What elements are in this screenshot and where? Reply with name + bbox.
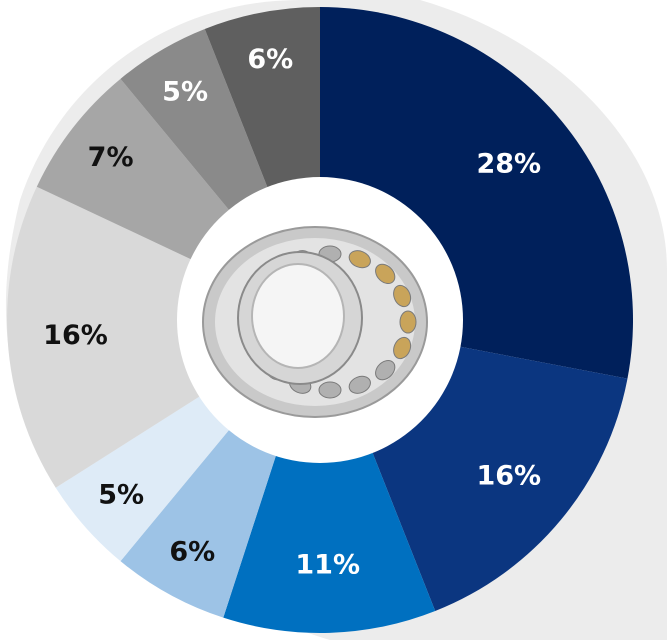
bearing-roller — [318, 381, 342, 399]
pie-labels: 28% 16% 11% 6% 5% 16% 7% 5% 6% — [43, 44, 541, 580]
bearing-roller — [375, 263, 396, 285]
bearing-bore — [251, 263, 345, 369]
pie-slice-label-1: 28% — [476, 148, 541, 179]
bearing-roller — [375, 359, 396, 381]
bearing-roller — [393, 336, 412, 360]
bearing-roller — [348, 375, 371, 394]
bearing-image — [177, 177, 463, 463]
pie-slice-6 — [7, 186, 320, 488]
pie-slice-label-5: 5% — [98, 480, 144, 511]
pie-slice-label-2: 16% — [476, 461, 541, 492]
bearing-roller — [399, 310, 417, 334]
bearing-roller — [348, 250, 371, 269]
pie-slice-label-4: 6% — [169, 537, 215, 568]
pie-slice-label-8: 5% — [162, 76, 208, 107]
pie-slice-label-6: 16% — [43, 320, 108, 351]
pie-slice-label-9: 6% — [247, 44, 293, 75]
pie-slice-label-3: 11% — [295, 549, 360, 580]
pie-slice-3 — [223, 320, 436, 633]
pie-slice-label-7: 7% — [88, 142, 134, 173]
bearing-roller — [393, 284, 412, 308]
